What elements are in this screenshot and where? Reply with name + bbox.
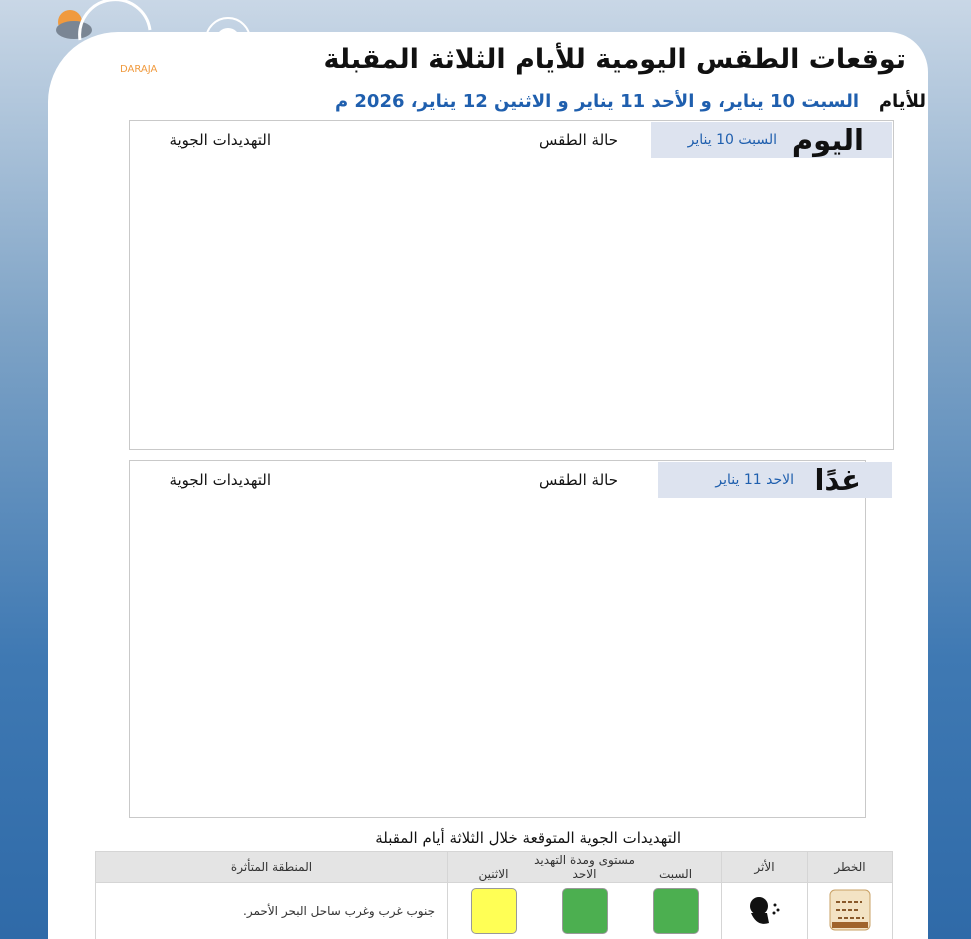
unit-logo [205, 17, 251, 63]
day-box [651, 122, 892, 158]
header: الاحد [572, 867, 597, 881]
date: الاحد 11 يناير [715, 472, 794, 488]
logo-text: درجة [95, 32, 163, 65]
threat-table: الخطر الأثر مستوى ومدة التهديد السبت الا… [95, 851, 893, 939]
levels [447, 882, 722, 939]
area: جنوب غرب وغرب ساحل البحر الأحمر. [95, 882, 448, 939]
header: مستوى ومدة التهديد [534, 853, 635, 867]
day: غدًا [814, 463, 861, 497]
level-cell [630, 888, 721, 934]
level-cell [539, 888, 630, 934]
title: توقعات الطقس اليومية للأيام الثلاثة المق… [323, 44, 906, 75]
logo-cloud [56, 21, 92, 39]
weather-label: حالة الطقس [539, 131, 618, 149]
impact-icon [721, 882, 808, 939]
day-headers: السبت الاحد الاثنين [448, 867, 721, 881]
header: الأثر [721, 851, 808, 883]
level-swatch [652, 888, 699, 934]
level-cell [448, 888, 539, 934]
header: الخطر [807, 851, 893, 883]
subtitle-prefix: للأيام [878, 91, 926, 112]
header: مستوى ومدة التهديد السبت الاحد الاثنين [447, 851, 722, 883]
hazard-icon [807, 882, 893, 939]
header: الاثنين [478, 867, 509, 881]
panel [129, 120, 894, 450]
weather-label: حالة الطقس [539, 471, 618, 489]
level-swatch [561, 888, 608, 934]
logo-desc: خدمة الأرصاد الجوية [65, 72, 149, 83]
level-row [448, 883, 721, 939]
unit-logo-core [216, 28, 240, 52]
day: اليوم [791, 123, 864, 157]
threats-label: التهديدات الجوية [169, 131, 271, 149]
dust-icon [829, 889, 871, 930]
table-title: التهديدات الجوية المتوقعة خلال الثلاثة أ… [375, 829, 681, 847]
day-box [658, 462, 892, 498]
logo-arc [78, 0, 152, 41]
unit-name: وحدة الإنذار المبكر [192, 70, 270, 81]
header: السبت [658, 867, 693, 881]
logo-desc: والإنذار المبكر للمجتمعات [62, 84, 168, 95]
date: السبت 10 يناير [687, 132, 777, 148]
threats-label: التهديدات الجوية [169, 471, 271, 489]
subtitle-dates: السبت 10 يناير، و الأحد 11 يناير و الاثن… [334, 91, 859, 112]
logo-en: DARAJA [120, 64, 158, 75]
level-swatch [470, 888, 517, 934]
header: المنطقة المتأثرة [95, 851, 448, 883]
cough-icon [749, 896, 779, 924]
panel [129, 460, 866, 818]
